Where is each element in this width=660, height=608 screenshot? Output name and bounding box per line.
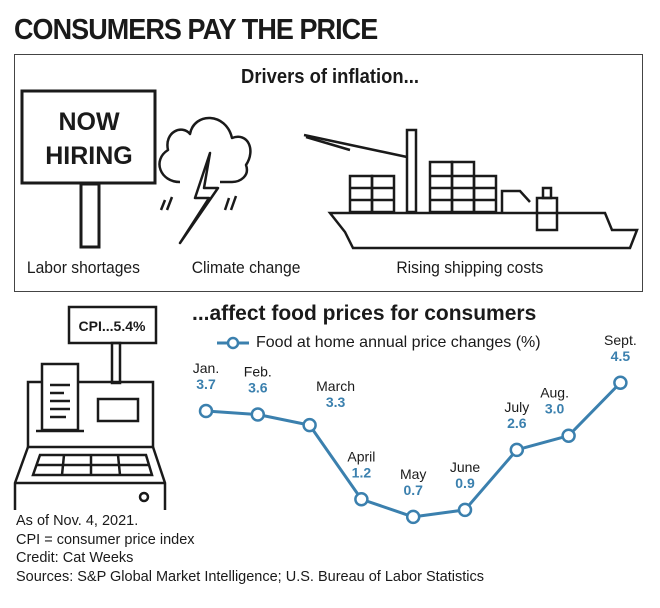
drivers-illustrations: NOW HIRING [20, 89, 639, 250]
value-label: 3.3 [326, 394, 346, 410]
chart-title: ...affect food prices for consumers [192, 302, 537, 325]
data-point [250, 407, 266, 422]
chart-legend: Food at home annual price changes (%) [216, 334, 541, 352]
drivers-heading: Drivers of inflation... [241, 66, 419, 88]
drivers-panel [14, 54, 643, 292]
legend-marker-icon [217, 336, 249, 350]
value-label: 1.2 [352, 464, 372, 480]
footer-credit: Credit: Cat Weeks [16, 550, 134, 566]
now-hiring-sign-icon: NOW HIRING [20, 89, 157, 249]
driver-label-shipping: Rising shipping costs [396, 258, 544, 277]
page-title: CONSUMERS PAY THE PRICE [14, 14, 378, 46]
category-label: Sept. [604, 332, 637, 348]
category-label: Aug. [540, 385, 569, 401]
data-point [509, 442, 525, 458]
value-label: 2.6 [507, 415, 527, 431]
sign-text-hiring: HIRING [45, 142, 133, 170]
data-point [613, 375, 628, 391]
storm-cloud-icon [158, 116, 252, 245]
cargo-ship-icon [303, 128, 639, 250]
footer-date: As of Nov. 4, 2021. [16, 513, 139, 529]
category-label: May [400, 466, 426, 482]
value-label: 4.5 [611, 348, 631, 364]
data-point [302, 417, 317, 433]
cpi-display: CPI...5.4% [79, 318, 146, 334]
data-point [457, 502, 473, 518]
data-point [354, 492, 369, 507]
value-label: 0.9 [455, 475, 475, 491]
footer-definition: CPI = consumer price index [16, 531, 195, 548]
legend-label: Food at home annual price changes (%) [256, 334, 541, 351]
category-label: Jan. [193, 360, 219, 376]
driver-label-climate: Climate change [191, 258, 301, 277]
category-label: July [504, 399, 529, 415]
data-point [561, 428, 576, 443]
data-point [405, 509, 421, 525]
category-label: June [450, 459, 481, 475]
cash-register-icon: CPI...5.4% [13, 305, 167, 510]
value-label: 3.7 [196, 376, 216, 392]
value-label: 3.0 [545, 401, 565, 417]
footer-notes: As of Nov. 4, 2021. CPI = consumer price… [16, 512, 484, 586]
footer-sources: Sources: S&P Global Market Intelligence;… [16, 568, 484, 585]
value-label: 3.6 [248, 380, 268, 396]
category-label: Feb. [244, 364, 272, 380]
category-label: April [347, 448, 375, 464]
driver-label-labor: Labor shortages [26, 258, 140, 277]
data-point [198, 403, 214, 419]
value-label: 0.7 [403, 482, 423, 498]
category-label: March [316, 378, 355, 394]
sign-text-now: NOW [58, 108, 120, 136]
